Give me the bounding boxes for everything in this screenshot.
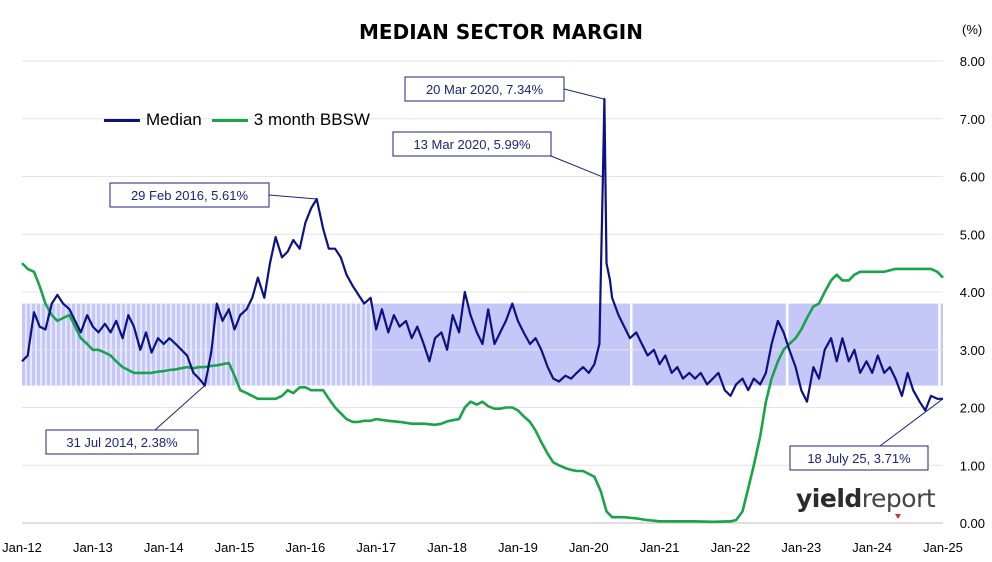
x-tick-label: Jan-13 [73, 540, 113, 555]
series-line-bbsw [21, 262, 944, 524]
annotation-box [789, 445, 929, 471]
annotation-box [392, 131, 552, 157]
annotation-box [404, 76, 565, 102]
yieldreport-logo: yieldreport [796, 484, 936, 519]
x-tick-label: Jan-21 [640, 540, 680, 555]
x-axis-ticks: Jan-12 Jan-13 Jan-14 Jan-15 Jan-16 Jan-17 Jan-… [2, 540, 963, 555]
logo-text-bold: yield [796, 484, 862, 513]
annotation-leader [268, 194, 317, 200]
annotation-box [109, 182, 270, 208]
x-tick-label: Jan-18 [427, 540, 467, 555]
y-tick-label: 3.00 [960, 343, 985, 358]
annotation-leader [879, 398, 944, 447]
y-tick-label: 6.00 [960, 170, 985, 185]
y-tick-label: 7.00 [960, 112, 985, 127]
annotation-label: 29 Feb 2016, 5.61% [131, 188, 249, 203]
annotation-box [45, 429, 199, 455]
annotation-label: 31 Jul 2014, 2.38% [66, 435, 178, 450]
x-tick-label: Jan-23 [781, 540, 821, 555]
legend-swatch-median [104, 118, 140, 122]
annotation-leader [154, 385, 206, 431]
annotation-label: 20 Mar 2020, 7.34% [426, 82, 544, 97]
series-lines [21, 97, 944, 524]
annotation-leader [563, 88, 605, 100]
y-axis-ticks: 0.00 1.00 2.00 3.00 4.00 5.00 6.00 7.00 8.00 [960, 54, 985, 531]
y-axis-unit-label: (%) [962, 22, 983, 37]
annotation-leader [550, 155, 604, 178]
y-tick-label: 4.00 [960, 285, 985, 300]
x-tick-label: Jan-17 [356, 540, 396, 555]
legend-swatch-bbsw [211, 118, 248, 122]
series-line-median [21, 97, 943, 412]
x-tick-label: Jan-22 [711, 540, 751, 555]
legend-label-median: Median [146, 110, 202, 129]
logo-accent-icon [895, 514, 901, 519]
legend-item-bbsw: 3 month BBSW [211, 110, 370, 130]
y-tick-label: 2.00 [960, 401, 985, 416]
x-tick-label: Jan-12 [2, 540, 42, 555]
annotations: 20 Mar 2020, 7.34% 13 Mar 2020, 5.99% 29 F… [45, 76, 944, 471]
legend: Median 3 month BBSW [104, 110, 380, 130]
x-tick-label: Jan-25 [923, 540, 963, 555]
x-tick-label: Jan-19 [498, 540, 538, 555]
annotation-label: 13 Mar 2020, 5.99% [413, 137, 531, 152]
y-tick-label: 1.00 [960, 458, 985, 473]
x-tick-label: Jan-14 [144, 540, 184, 555]
legend-label-bbsw: 3 month BBSW [253, 110, 370, 129]
x-tick-label: Jan-16 [286, 540, 326, 555]
x-tick-label: Jan-15 [215, 540, 255, 555]
x-tick-label: Jan-24 [852, 540, 892, 555]
chart-title: MEDIAN SECTOR MARGIN [359, 20, 643, 44]
y-tick-label: 5.00 [960, 227, 985, 242]
y-tick-label: 8.00 [960, 54, 985, 69]
x-tick-label: Jan-20 [569, 540, 609, 555]
legend-item-median: Median [104, 110, 202, 130]
y-tick-label: 0.00 [960, 516, 985, 531]
annotation-label: 18 July 25, 3.71% [807, 451, 911, 466]
logo-text: report [861, 484, 936, 513]
